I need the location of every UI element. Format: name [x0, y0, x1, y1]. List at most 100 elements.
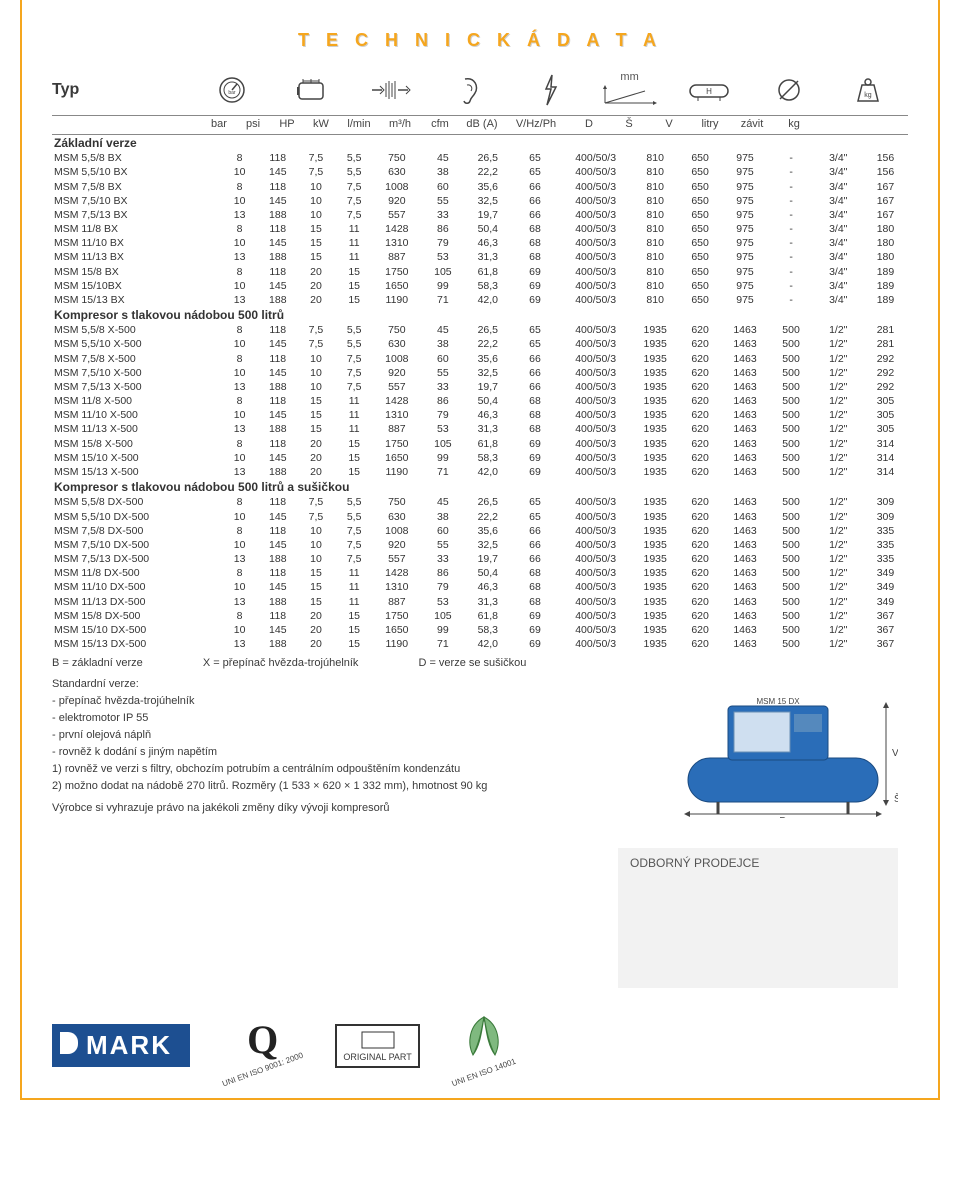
value-cell: 7,5 — [335, 552, 373, 566]
header-icons-row: Typ bar mm H kg — [52, 69, 908, 116]
value-cell: 118 — [259, 524, 297, 538]
value-cell: 7,5 — [297, 510, 335, 524]
value-cell: 7,5 — [335, 538, 373, 552]
value-cell: 3/4" — [814, 151, 863, 165]
value-cell: 145 — [259, 538, 297, 552]
tank-icon: H — [669, 77, 749, 103]
value-cell: 500 — [769, 623, 814, 637]
value-cell: 61,8 — [465, 265, 510, 279]
value-cell: 31,3 — [465, 250, 510, 264]
page-frame: T E C H N I C K Á D A T A Typ bar mm H — [20, 0, 940, 1100]
dimensions-icon: mm — [590, 71, 670, 109]
value-cell: 500 — [769, 437, 814, 451]
value-cell: 31,3 — [465, 595, 510, 609]
value-cell: 8 — [221, 151, 259, 165]
value-cell: 1463 — [721, 524, 768, 538]
value-cell: 1463 — [721, 422, 768, 436]
table-row: MSM 7,5/10 BX10145107,59205532,566400/50… — [52, 194, 908, 208]
value-cell: 1463 — [721, 366, 768, 380]
value-cell: 66 — [510, 180, 559, 194]
value-cell: 1935 — [632, 623, 679, 637]
value-cell: 630 — [373, 510, 420, 524]
model-cell: MSM 11/13 BX — [52, 250, 221, 264]
model-cell: MSM 5,5/10 DX-500 — [52, 510, 221, 524]
model-cell: MSM 5,5/8 DX-500 — [52, 495, 221, 509]
value-cell: 367 — [863, 637, 908, 651]
value-cell: 5,5 — [335, 337, 373, 351]
value-cell: 45 — [420, 495, 465, 509]
value-cell: 65 — [510, 495, 559, 509]
value-cell: 7,5 — [297, 151, 335, 165]
value-cell: 38 — [420, 337, 465, 351]
value-cell: 1463 — [721, 337, 768, 351]
value-cell: 1/2" — [814, 580, 863, 594]
value-cell: 650 — [679, 250, 722, 264]
value-cell: - — [769, 250, 814, 264]
value-cell: 180 — [863, 236, 908, 250]
section-title: Základní verze — [52, 135, 908, 151]
value-cell: 118 — [259, 265, 297, 279]
value-cell: 55 — [420, 194, 465, 208]
value-cell: 1428 — [373, 566, 420, 580]
value-cell: 8 — [221, 265, 259, 279]
value-cell: 650 — [679, 293, 722, 307]
value-cell: - — [769, 265, 814, 279]
value-cell: 3/4" — [814, 236, 863, 250]
table-row: MSM 15/10 DX-50010145201516509958,369400… — [52, 623, 908, 637]
diameter-icon — [749, 76, 829, 104]
value-cell: 810 — [632, 165, 679, 179]
value-cell: 10 — [297, 538, 335, 552]
spec-table: Základní verzeMSM 5,5/8 BX81187,55,57504… — [52, 135, 908, 651]
value-cell: 58,3 — [465, 623, 510, 637]
value-cell: 620 — [679, 465, 722, 479]
value-cell: 188 — [259, 380, 297, 394]
table-row: MSM 7,5/8 X-5008118107,510086035,666400/… — [52, 352, 908, 366]
value-cell: 810 — [632, 293, 679, 307]
value-cell: 69 — [510, 265, 559, 279]
value-cell: 400/50/3 — [560, 408, 632, 422]
table-row: MSM 15/13 X-50013188201511907142,069400/… — [52, 465, 908, 479]
motor-icon — [272, 75, 352, 105]
value-cell: 65 — [510, 337, 559, 351]
value-cell: 33 — [420, 208, 465, 222]
value-cell: 1/2" — [814, 495, 863, 509]
value-cell: 42,0 — [465, 637, 510, 651]
value-cell: 620 — [679, 510, 722, 524]
footer-logos: MARK Q UNI EN ISO 9001: 2000 ORIGINAL PA… — [52, 1013, 517, 1078]
value-cell: 15 — [335, 293, 373, 307]
value-cell: 3/4" — [814, 194, 863, 208]
value-cell: 314 — [863, 465, 908, 479]
value-cell: 118 — [259, 609, 297, 623]
value-cell: 66 — [510, 552, 559, 566]
value-cell: 400/50/3 — [560, 566, 632, 580]
dim-v-label: V — [892, 748, 898, 759]
table-row: MSM 11/13 X-5001318815118875331,368400/5… — [52, 422, 908, 436]
value-cell: 500 — [769, 465, 814, 479]
value-cell: 314 — [863, 437, 908, 451]
value-cell: 650 — [679, 165, 722, 179]
table-row: MSM 7,5/13 BX13188107,55573319,766400/50… — [52, 208, 908, 222]
value-cell: 10 — [221, 451, 259, 465]
table-row: MSM 5,5/10 DX-500101457,55,56303822,2654… — [52, 510, 908, 524]
value-cell: 400/50/3 — [560, 293, 632, 307]
value-cell: - — [769, 293, 814, 307]
value-cell: 292 — [863, 366, 908, 380]
table-row: MSM 15/8 BX81182015175010561,869400/50/3… — [52, 265, 908, 279]
value-cell: 15 — [297, 422, 335, 436]
table-row: MSM 11/10 BX10145151113107946,368400/50/… — [52, 236, 908, 250]
original-part-text: ORIGINAL PART — [343, 1052, 411, 1062]
value-cell: 15 — [297, 250, 335, 264]
value-cell: 500 — [769, 580, 814, 594]
value-cell: 46,3 — [465, 236, 510, 250]
value-cell: 1463 — [721, 623, 768, 637]
value-cell: 1428 — [373, 394, 420, 408]
value-cell: 105 — [420, 437, 465, 451]
value-cell: 400/50/3 — [560, 352, 632, 366]
value-cell: 189 — [863, 293, 908, 307]
value-cell: 810 — [632, 265, 679, 279]
value-cell: 975 — [721, 165, 768, 179]
value-cell: 1008 — [373, 524, 420, 538]
value-cell: 71 — [420, 465, 465, 479]
value-cell: 61,8 — [465, 609, 510, 623]
value-cell: 65 — [510, 510, 559, 524]
